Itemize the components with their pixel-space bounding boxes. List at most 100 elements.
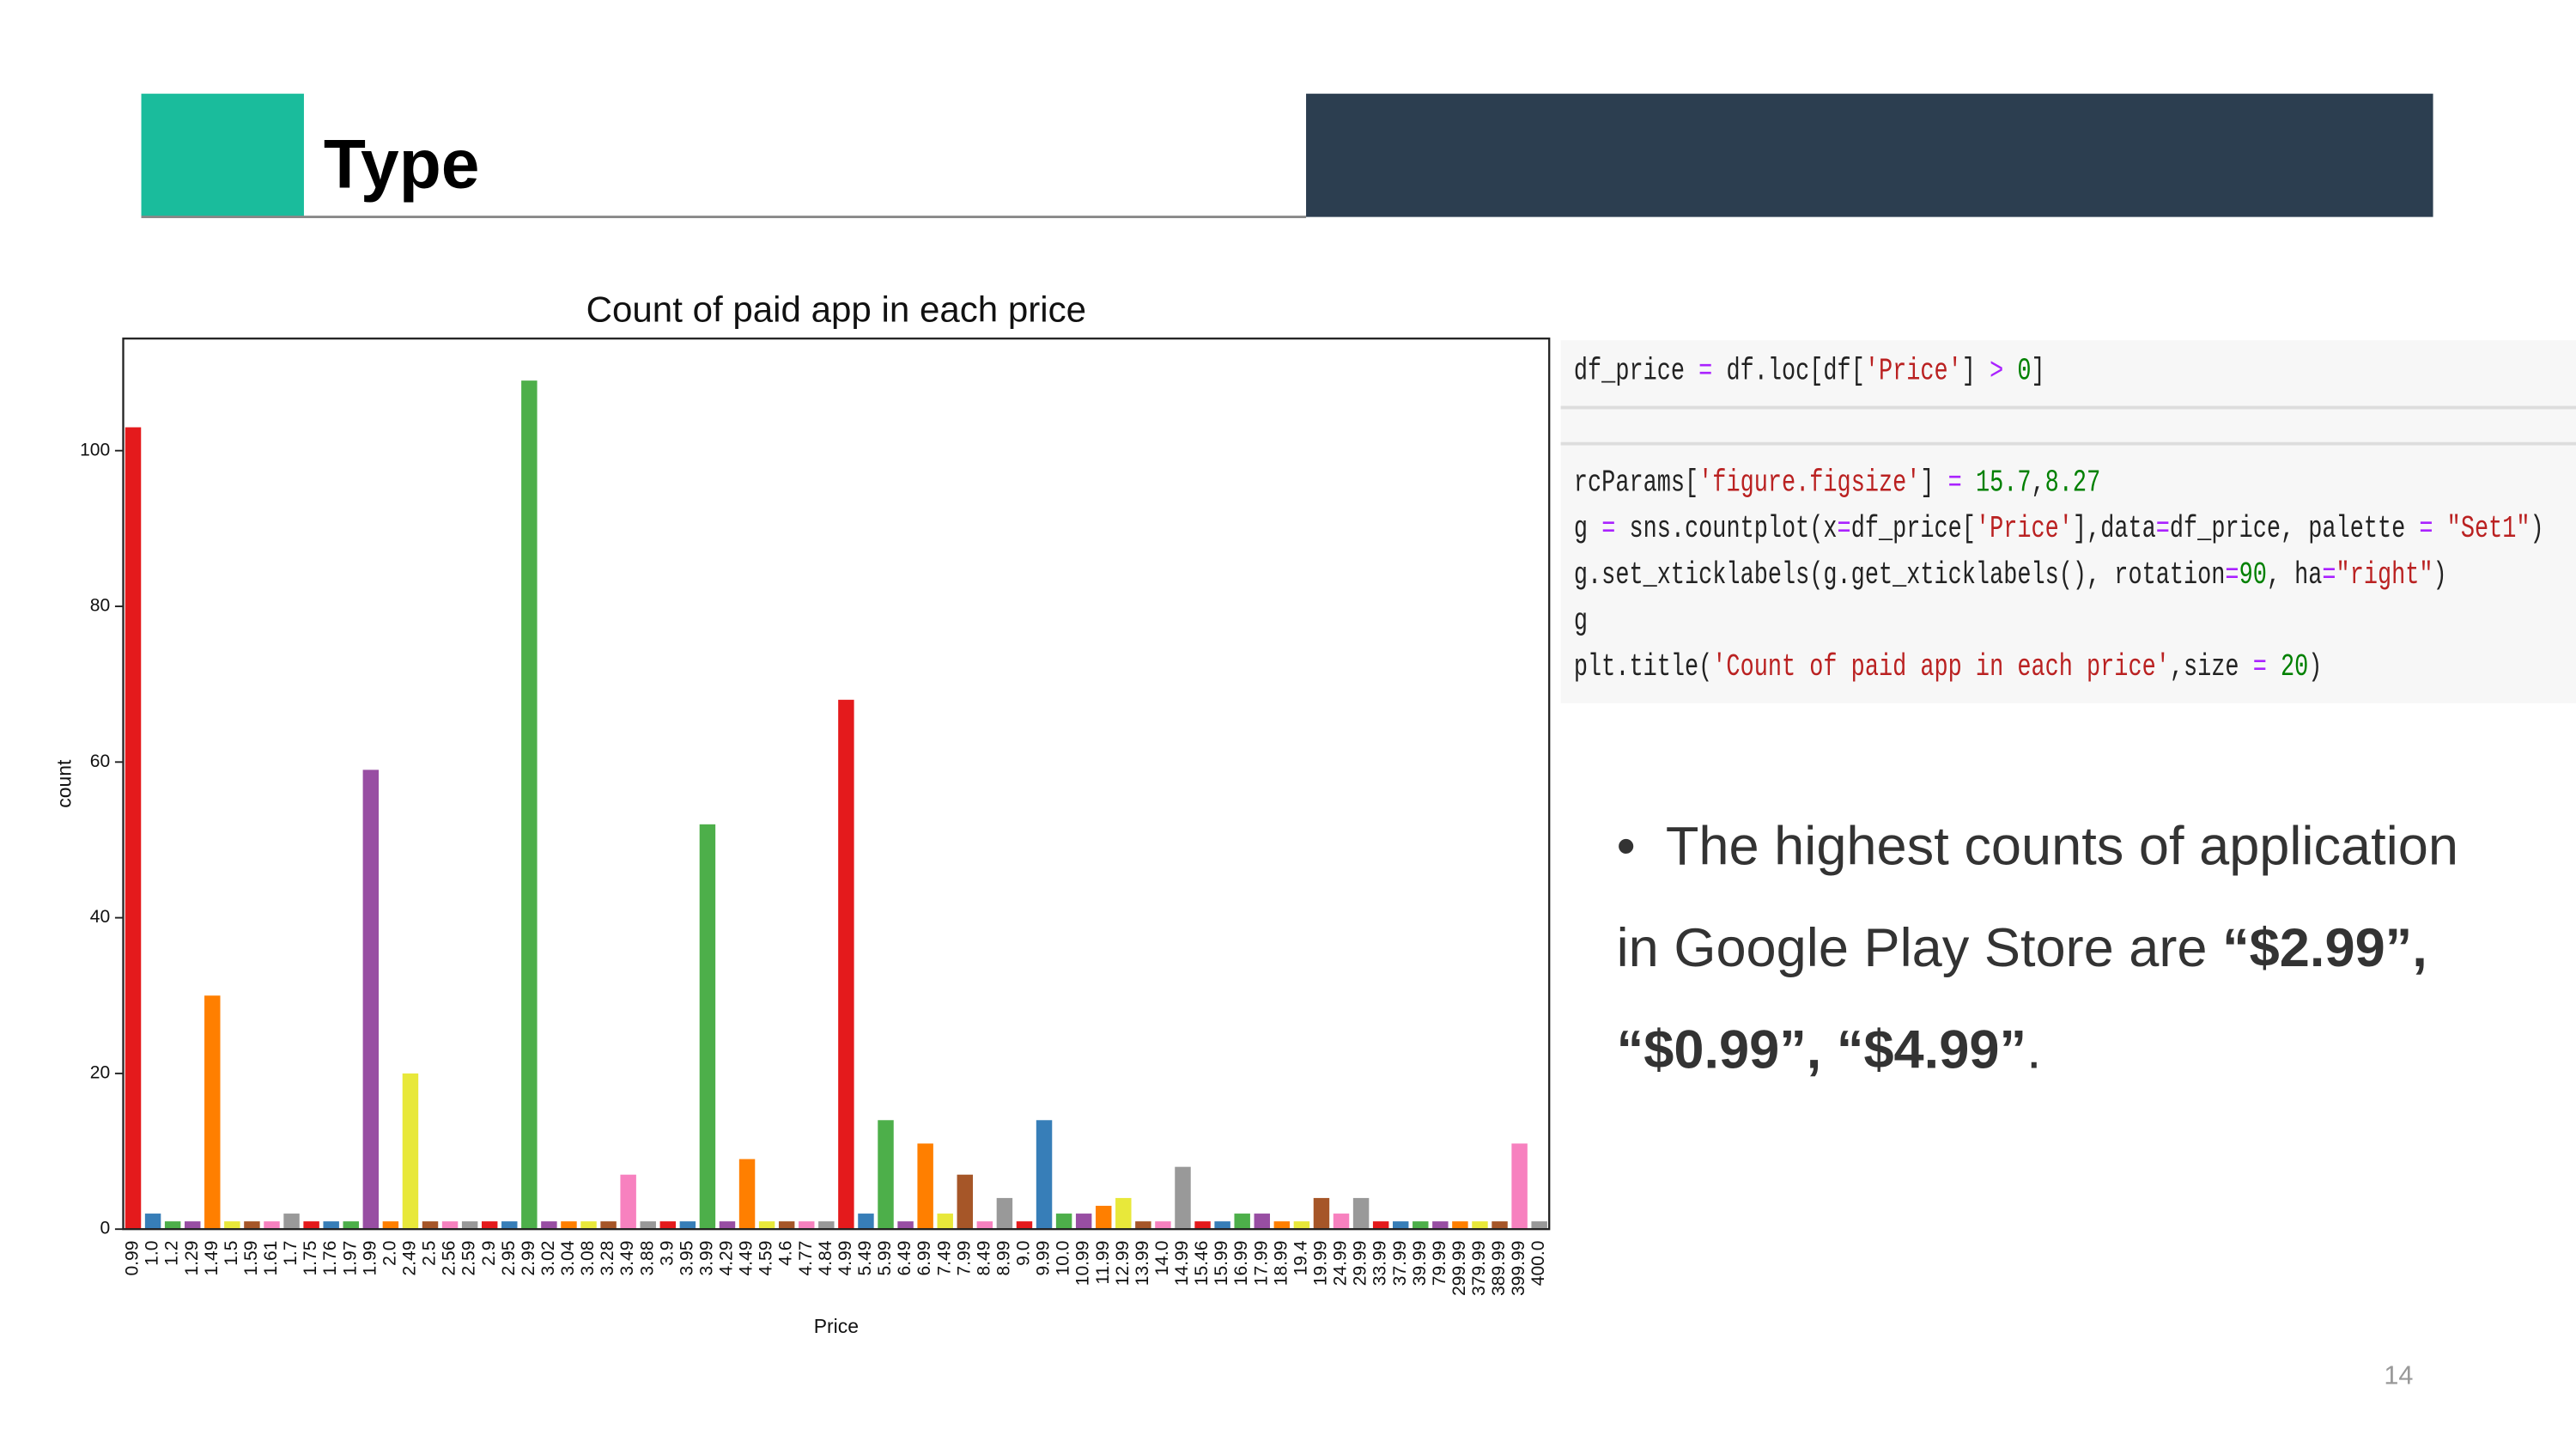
bar	[1096, 1205, 1112, 1230]
bar	[1214, 1221, 1230, 1230]
code-token: g.set_xticklabels(g.get_xticklabels(), r…	[1574, 557, 2226, 593]
bar	[1016, 1221, 1033, 1230]
x-tick-label: 379.99	[1469, 1241, 1489, 1296]
code-token: )	[2433, 557, 2447, 593]
bar	[640, 1221, 656, 1230]
code-token: df.loc[df[	[1712, 353, 1865, 389]
bar	[778, 1221, 795, 1230]
code-token: df_price[	[1851, 511, 1976, 547]
x-tick-label: 1.2	[162, 1241, 182, 1266]
bullet-marker: •	[1616, 815, 1666, 876]
bar	[264, 1221, 280, 1230]
bar	[1273, 1221, 1291, 1230]
code-token: 'Price'	[1865, 353, 1962, 389]
x-tick-label: 1.59	[241, 1241, 261, 1276]
bar	[461, 1221, 478, 1230]
x-tick-label: 2.59	[459, 1241, 479, 1276]
bar	[521, 380, 538, 1230]
bar	[1392, 1221, 1409, 1230]
x-tick-label: 1.61	[261, 1241, 281, 1276]
code-line: g.set_xticklabels(g.get_xticklabels(), r…	[1574, 557, 2447, 593]
bar	[1372, 1221, 1389, 1230]
x-tick-label: 33.99	[1370, 1241, 1390, 1287]
x-tick-label: 4.84	[816, 1240, 835, 1275]
page-number: 14	[2384, 1360, 2413, 1390]
bar	[1472, 1221, 1488, 1230]
bar	[323, 1221, 339, 1230]
bar	[1075, 1214, 1092, 1230]
x-tick-label: 3.28	[598, 1241, 617, 1276]
x-tick-label: 3.02	[538, 1241, 558, 1276]
bar	[1352, 1197, 1370, 1230]
bar	[1413, 1221, 1429, 1230]
x-tick-label: 17.99	[1251, 1241, 1271, 1287]
x-tick-label: 1.75	[301, 1241, 320, 1276]
code-token: 20	[2281, 649, 2308, 685]
bar	[1254, 1214, 1270, 1230]
bullet-text: • The highest counts of application in G…	[1610, 795, 2497, 1101]
code-token: =	[2253, 649, 2267, 685]
code-token: plt.title(	[1574, 649, 1712, 685]
code-token: df_price	[1574, 353, 1698, 389]
bar	[1531, 1221, 1547, 1230]
code-token: =	[1948, 465, 1962, 501]
x-tick-label: 4.99	[835, 1241, 855, 1276]
code-token: 0	[2017, 353, 2031, 389]
bar	[204, 995, 221, 1230]
x-tick-label: 4.29	[717, 1241, 737, 1276]
code-token: >	[1990, 353, 2003, 389]
code-token: =	[1601, 511, 1615, 547]
code-token: ]	[2032, 353, 2045, 389]
code-token: "Set1"	[2447, 511, 2530, 547]
x-tick-label: 5.49	[855, 1241, 875, 1276]
x-tick-label: 1.29	[182, 1241, 202, 1276]
code-token: ,	[2032, 465, 2045, 501]
code-line: g = sns.countplot(x=df_price['Price'],da…	[1574, 511, 2544, 547]
x-tick-label: 10.99	[1073, 1241, 1093, 1287]
x-tick-label: 399.99	[1509, 1241, 1528, 1296]
bar	[1175, 1166, 1191, 1230]
code-token: g	[1574, 511, 1601, 547]
y-tick-label: 80	[90, 596, 110, 616]
bar	[580, 1221, 597, 1230]
bar	[818, 1221, 835, 1230]
x-tick-label: 39.99	[1410, 1241, 1430, 1287]
x-tick-label: 8.49	[974, 1241, 993, 1276]
code-token: 'Count of paid app in each price'	[1712, 649, 2170, 685]
code-line: rcParams['figure.figsize'] = 15.7,8.27	[1574, 465, 2100, 501]
code-token: 'Price'	[1976, 511, 2073, 547]
bar	[1313, 1197, 1330, 1230]
bullet-box: • The highest counts of application in G…	[1610, 795, 2497, 1101]
code-token: 'figure.figsize'	[1698, 465, 1920, 501]
bar	[125, 427, 142, 1230]
x-tick-label: 2.49	[400, 1241, 420, 1276]
bar	[1155, 1221, 1171, 1230]
y-axis-label: count	[53, 759, 76, 808]
x-tick-label: 7.99	[954, 1241, 974, 1276]
bar	[699, 824, 716, 1230]
bar	[1492, 1221, 1508, 1230]
x-tick-label: 24.99	[1331, 1241, 1351, 1287]
code-token: =	[2322, 557, 2336, 593]
chart-title: Count of paid app in each price	[586, 289, 1086, 330]
x-tick-label: 4.77	[796, 1241, 816, 1276]
code-token: 15.7	[1976, 465, 2032, 501]
code-token: sns.countplot(x	[1615, 511, 1837, 547]
x-tick-label: 5.99	[875, 1241, 895, 1276]
code-token: 90	[2239, 557, 2267, 593]
code-line: plt.title('Count of paid app in each pri…	[1574, 649, 2323, 685]
bar	[758, 1221, 775, 1230]
code-line: df_price = df.loc[df['Price'] > 0]	[1574, 353, 2045, 389]
x-tick-label: 0.99	[123, 1241, 143, 1276]
bar	[1036, 1120, 1053, 1230]
bullet-part: The highest counts of application in Goo…	[1616, 815, 2458, 978]
bar	[541, 1221, 557, 1230]
code-token: g	[1574, 603, 1588, 639]
code-token: =	[2225, 557, 2239, 593]
bar	[422, 1221, 439, 1230]
x-tick-label: 4.6	[776, 1241, 796, 1266]
x-tick-label: 2.95	[499, 1241, 519, 1276]
x-tick-label: 19.99	[1311, 1241, 1331, 1287]
bar	[382, 1221, 399, 1230]
bar	[343, 1221, 359, 1230]
